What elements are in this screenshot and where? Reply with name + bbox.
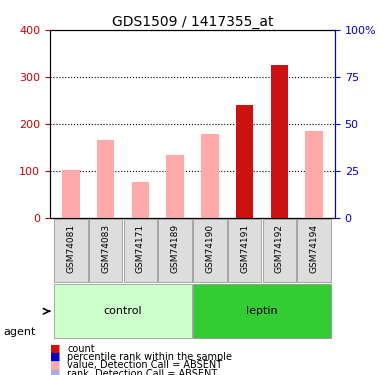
Bar: [271, 65, 288, 218]
Text: count: count: [67, 344, 95, 354]
Text: GSM74081: GSM74081: [66, 224, 75, 273]
Text: ■: ■: [50, 360, 60, 370]
Bar: [236, 105, 253, 218]
Text: leptin: leptin: [246, 306, 278, 316]
FancyBboxPatch shape: [89, 219, 122, 282]
Text: GSM74192: GSM74192: [275, 224, 284, 273]
Text: agent: agent: [4, 327, 36, 337]
FancyBboxPatch shape: [298, 219, 331, 282]
Text: GSM74191: GSM74191: [240, 224, 249, 273]
Bar: [305, 131, 323, 218]
Text: GSM74171: GSM74171: [136, 224, 145, 273]
Text: rank, Detection Call = ABSENT: rank, Detection Call = ABSENT: [67, 369, 218, 375]
Text: GSM74189: GSM74189: [171, 224, 180, 273]
FancyBboxPatch shape: [193, 284, 331, 338]
Text: GSM74194: GSM74194: [310, 224, 319, 273]
Bar: [132, 182, 149, 218]
Text: ■: ■: [50, 344, 60, 354]
Bar: [166, 155, 184, 218]
FancyBboxPatch shape: [193, 219, 226, 282]
Text: GSM74190: GSM74190: [205, 224, 214, 273]
Text: GDS1509 / 1417355_at: GDS1509 / 1417355_at: [112, 15, 273, 29]
Text: ■: ■: [50, 352, 60, 362]
Bar: [62, 170, 80, 217]
FancyBboxPatch shape: [54, 284, 192, 338]
Text: value, Detection Call = ABSENT: value, Detection Call = ABSENT: [67, 360, 223, 370]
FancyBboxPatch shape: [263, 219, 296, 282]
Bar: [201, 134, 219, 218]
FancyBboxPatch shape: [54, 219, 87, 282]
Bar: [97, 140, 114, 218]
Text: control: control: [104, 306, 142, 316]
Text: ■: ■: [50, 369, 60, 375]
FancyBboxPatch shape: [159, 219, 192, 282]
FancyBboxPatch shape: [228, 219, 261, 282]
Text: GSM74083: GSM74083: [101, 224, 110, 273]
Text: percentile rank within the sample: percentile rank within the sample: [67, 352, 233, 362]
FancyBboxPatch shape: [124, 219, 157, 282]
